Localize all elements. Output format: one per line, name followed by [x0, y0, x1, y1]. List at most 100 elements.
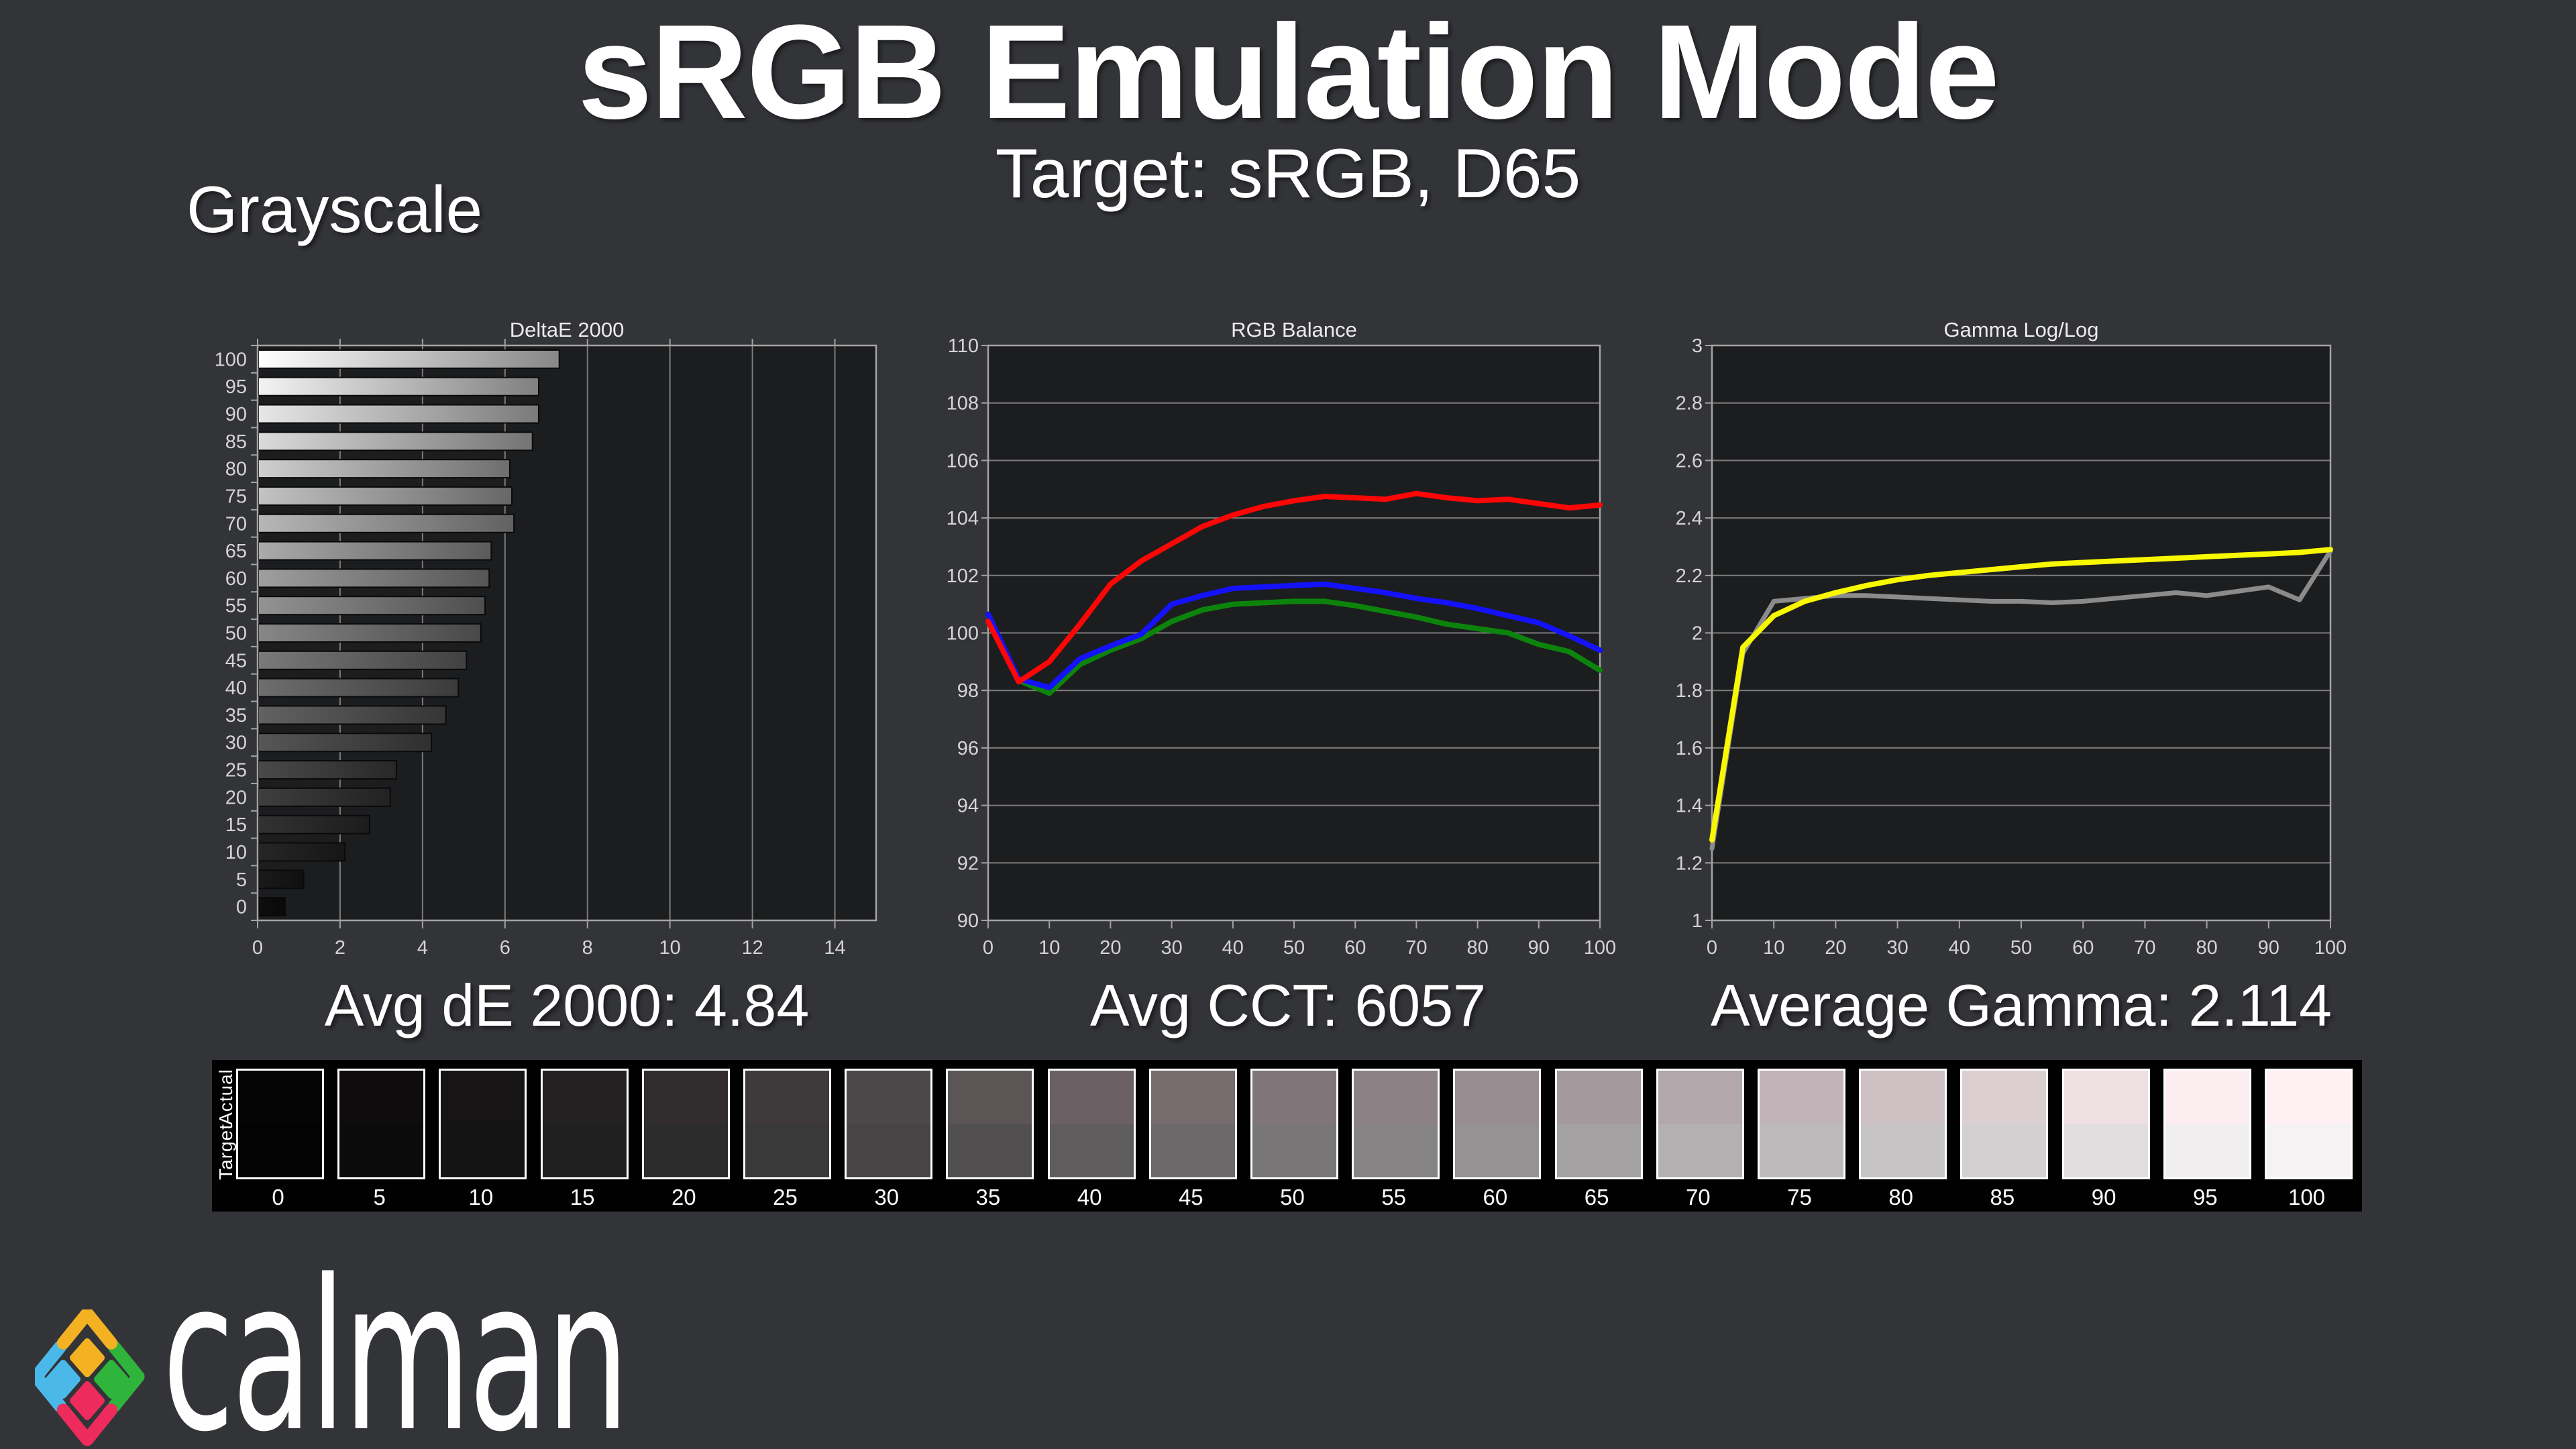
swatch-actual — [1252, 1071, 1336, 1124]
swatch-target — [1252, 1124, 1336, 1177]
deltae-bar — [258, 349, 560, 369]
x-axis-label: 80 — [2196, 937, 2217, 959]
swatch-level-label: 55 — [1381, 1185, 1407, 1210]
deltae-bar — [258, 568, 490, 588]
swatch-actual — [238, 1071, 322, 1124]
grayscale-swatch-85 — [1960, 1069, 2049, 1179]
x-axis-label: 100 — [1584, 937, 1616, 959]
swatch-target — [542, 1124, 627, 1177]
x-axis-label: 40 — [1949, 937, 1970, 959]
y-axis-label: 3 — [1692, 335, 1703, 357]
y-axis-label: 85 — [225, 431, 247, 453]
x-axis-label: 90 — [1528, 937, 1550, 959]
calman-logo-text: calman — [162, 1236, 629, 1449]
grayscale-swatch-75 — [1758, 1069, 1845, 1179]
y-axis-label: 30 — [225, 733, 247, 754]
y-axis-label: 1.4 — [1676, 796, 1703, 817]
plot-border — [1711, 344, 2332, 922]
grayscale-swatch-10 — [439, 1069, 527, 1179]
x-axis-label: 30 — [1161, 937, 1182, 959]
swatch-level-label: 5 — [373, 1185, 386, 1210]
swatch-actual — [2165, 1071, 2249, 1124]
swatch-actual — [1760, 1071, 1843, 1124]
swatch-actual — [1049, 1071, 1134, 1124]
y-axis-label: 55 — [225, 596, 247, 617]
y-axis-label: 2.6 — [1676, 450, 1703, 472]
grayscale-swatch-0 — [236, 1069, 324, 1179]
deltae-bar — [258, 678, 460, 698]
grayscale-swatch-30 — [845, 1069, 933, 1179]
swatch-level-label: 65 — [1584, 1185, 1609, 1210]
x-axis-label: 10 — [1763, 937, 1784, 959]
deltae-bar — [258, 705, 447, 725]
logo-chevron — [107, 1340, 145, 1413]
swatch-actual — [1556, 1071, 1641, 1124]
swatch-level-label: 20 — [671, 1185, 696, 1210]
x-axis-label: 6 — [500, 937, 511, 959]
swatch-target — [1354, 1124, 1438, 1177]
section-label-grayscale: Grayscale — [186, 172, 483, 246]
swatch-actual — [847, 1071, 931, 1124]
y-axis-label: 94 — [957, 796, 979, 817]
deltae-bar — [258, 842, 346, 862]
y-axis-label: 102 — [947, 566, 979, 587]
y-axis-label: 15 — [225, 814, 247, 836]
swatch-target — [339, 1124, 424, 1177]
y-axis-label: 60 — [225, 568, 247, 590]
deltae-bar — [258, 404, 539, 424]
series-gamma-yellow — [1709, 547, 2333, 843]
y-axis-label: 1.8 — [1676, 680, 1703, 702]
x-axis-label: 20 — [1825, 937, 1846, 959]
y-axis-label: 40 — [225, 678, 247, 699]
rgb-balance-chart: RGB Balance 110 108 106 104 102 100 98 96 94 92 90 0… — [912, 315, 1664, 993]
y-axis-label: 95 — [225, 376, 247, 398]
y-axis-label: 35 — [225, 705, 247, 727]
grayscale-swatch-45 — [1148, 1069, 1237, 1179]
swatch-target — [1658, 1124, 1742, 1177]
gamma-loglog-chart: Gamma Log/Log 3 2.8 2.6 2.4 2.2 2 1.8 1.6 1.4 1.2 1… — [1637, 315, 2388, 993]
deltae-bar — [258, 650, 468, 670]
x-axis-label: 14 — [824, 937, 845, 959]
y-axis-label: 108 — [947, 393, 979, 415]
y-axis-label: 110 — [948, 335, 979, 357]
swatch-target — [1962, 1124, 2047, 1177]
deltae-2000-chart: DeltaE 2000 0 2 4 6 8 10 12 14 100 95 90 85 80 75 70 65 6… — [161, 315, 912, 993]
swatch-target — [1455, 1124, 1540, 1177]
grayscale-swatch-80 — [1859, 1069, 1947, 1179]
deltae-bar — [258, 459, 511, 479]
swatch-level-label: 80 — [1888, 1185, 1914, 1210]
swatch-level-label: 40 — [1077, 1185, 1102, 1210]
series-blue — [985, 581, 1603, 690]
swatch-target — [1861, 1124, 1945, 1177]
swatch-level-label: 90 — [2091, 1185, 2116, 1210]
swatch-actual — [1962, 1071, 2047, 1124]
x-axis-label: 70 — [2134, 937, 2155, 959]
swatch-level-label: 35 — [975, 1185, 1001, 1210]
y-axis-label: 98 — [957, 680, 979, 702]
swatch-level-label: 15 — [570, 1185, 595, 1210]
y-axis-label: 90 — [225, 404, 247, 425]
x-axis-label: 60 — [1344, 937, 1366, 959]
logo-diamond — [94, 1360, 129, 1399]
grayscale-swatch-60 — [1453, 1069, 1542, 1179]
swatch-actual — [441, 1071, 525, 1124]
chart-title: RGB Balance — [1231, 318, 1357, 341]
swatch-level-label: 75 — [1787, 1185, 1812, 1210]
grayscale-comparison-strip: Actual Target 0 5 10 15 20 25 30 35 40 45 50 55 60 65… — [212, 1060, 2362, 1212]
series-red — [985, 490, 1603, 685]
logo-diamond — [70, 1338, 105, 1377]
y-axis-label: 45 — [225, 650, 247, 672]
y-axis-label: 2.8 — [1676, 393, 1703, 415]
deltae-bar — [258, 869, 305, 890]
swatch-level-label: 0 — [272, 1185, 284, 1210]
deltae-bar — [258, 513, 515, 533]
x-axis-label: 20 — [1099, 937, 1121, 959]
deltae-bar — [258, 596, 486, 616]
swatch-target — [948, 1124, 1032, 1177]
swatch-target — [2267, 1124, 2351, 1177]
y-axis-label: 104 — [947, 508, 979, 529]
chart-title: Gamma Log/Log — [1944, 318, 2099, 341]
deltae-bar — [258, 760, 397, 780]
x-axis-label: 12 — [741, 937, 763, 959]
